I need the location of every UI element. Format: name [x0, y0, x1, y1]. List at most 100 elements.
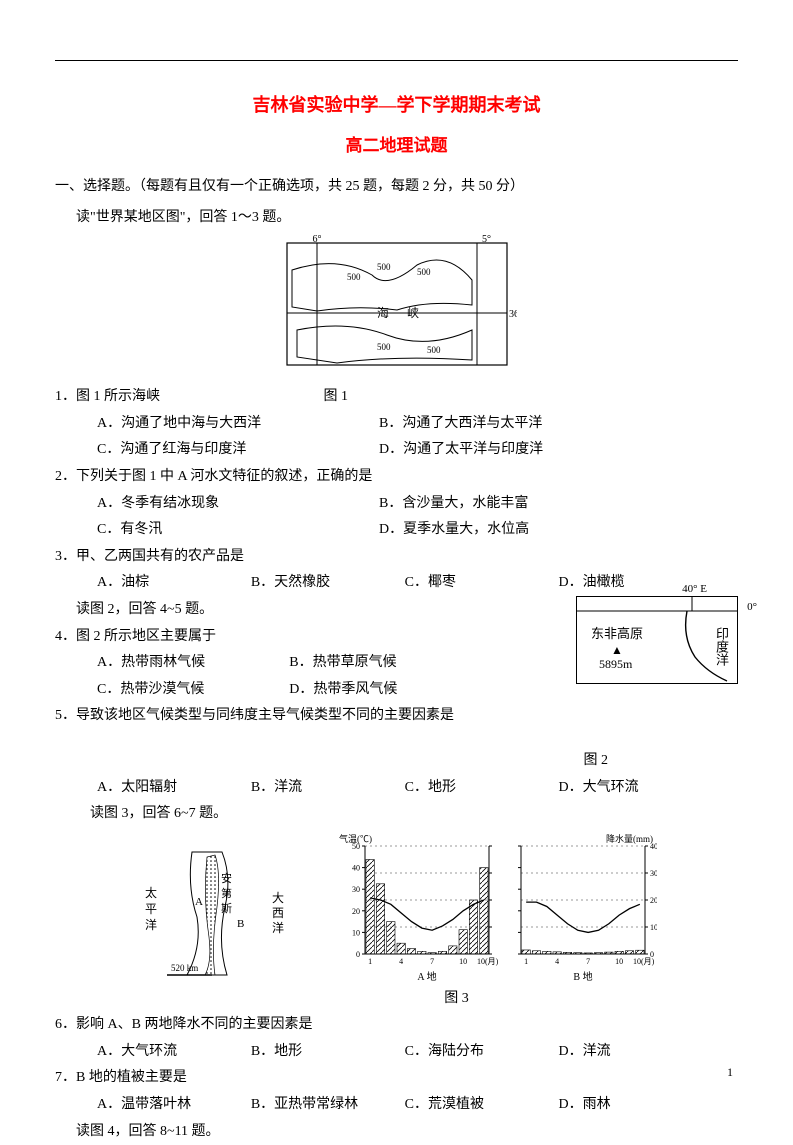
fig2-region: 东非高原 [591, 623, 643, 642]
svg-text:7: 7 [586, 957, 590, 966]
q2-stem: 2．下列关于图 1 中 A 河水文特征的叙述，正确的是 [55, 464, 738, 491]
svg-text:300: 300 [650, 869, 657, 878]
q1-opts-row2: C．沟通了红海与印度洋 D．沟通了太平洋与印度洋 [55, 437, 738, 464]
q4-opt-a: A．热带雨林气候 [97, 650, 289, 677]
q2-opt-b: B．含沙量大，水能丰富 [379, 491, 661, 518]
q1-opt-a: A．沟通了地中海与大西洋 [97, 411, 379, 438]
q7-opt-c: C．荒漠植被 [405, 1092, 559, 1119]
q2-opt-c: C．有冬汛 [97, 517, 379, 544]
q7-opt-b: B．亚热带常绿林 [251, 1092, 405, 1119]
read-instruction-3: 读图 3，回答 6~7 题。 [55, 801, 738, 828]
q4-opt-b: B．热带草原气候 [289, 650, 481, 677]
fig1-lon-right: 5° [482, 235, 491, 245]
svg-text:1: 1 [524, 957, 528, 966]
figure-3-map: 太 平 洋 安 第 斯 大 西 洋 520 km A B [137, 847, 307, 982]
fig1-lbl-500e: 500 [427, 345, 441, 355]
q7-opts: A．温带落叶林 B．亚热带常绿林 C．荒漠植被 D．雨林 [55, 1092, 738, 1119]
q1-opt-d: D．沟通了太平洋与印度洋 [379, 437, 661, 464]
svg-text:10: 10 [459, 957, 467, 966]
q5-opt-c: C．地形 [405, 775, 559, 802]
figure-2-caption: 图 2 [55, 748, 738, 775]
svg-text:0: 0 [356, 950, 360, 959]
q7-opt-a: A．温带落叶林 [97, 1092, 251, 1119]
svg-text:10: 10 [615, 957, 623, 966]
svg-text:B 地: B 地 [573, 970, 592, 982]
fig3-map-atl-1: 大 [272, 891, 284, 905]
q2-opts-row2: C．有冬汛 D．夏季水量大，水位高 [55, 517, 738, 544]
svg-text:20: 20 [352, 906, 360, 915]
svg-text:A 地: A 地 [417, 970, 436, 982]
q6-opt-d: D．洋流 [558, 1039, 712, 1066]
fig1-lat: 36° [509, 309, 517, 320]
fig1-lbl-500d: 500 [377, 342, 391, 352]
figure-3-caption: 图 3 [55, 986, 738, 1013]
title-main: 吉林省实验中学—学下学期期末考试 [55, 91, 738, 117]
fig2-lat: 0° [747, 601, 757, 613]
figure-1: 6° 5° 36° 500 500 500 500 500 海 峡 [55, 235, 738, 380]
q6-opt-b: B．地形 [251, 1039, 405, 1066]
svg-text:降水量(mm): 降水量(mm) [606, 833, 653, 844]
svg-text:气温(℃): 气温(℃) [339, 833, 372, 844]
q1-opts-row1: A．沟通了地中海与大西洋 B．沟通了大西洋与太平洋 [55, 411, 738, 438]
figure-3-chart: 010203040501471010(月)A 地0100200300400147… [337, 832, 657, 982]
q5-stem: 5．导致该地区气候类型与同纬度主导气候类型不同的主要因素是 [55, 703, 738, 730]
fig2-peak-mark: ▲ [611, 643, 623, 658]
q1-opt-b: B．沟通了大西洋与太平洋 [379, 411, 661, 438]
fig3-map-atl-2: 西 [272, 906, 284, 920]
fig1-lon-left: 6° [312, 235, 321, 245]
figure-1-svg: 6° 5° 36° 500 500 500 500 500 海 峡 [277, 235, 517, 375]
svg-text:200: 200 [650, 896, 657, 905]
q1-stem: 1．图 1 所示海峡 图 1 [55, 384, 738, 411]
fig3-map-andes-3: 斯 [221, 902, 232, 915]
fig1-lbl-500a: 500 [347, 272, 361, 282]
top-rule [55, 60, 738, 61]
read-instruction-4: 读图 4，回答 8~11 题。 [55, 1119, 738, 1145]
svg-text:10: 10 [352, 928, 360, 937]
q7-opt-d: D．雨林 [558, 1092, 712, 1119]
fig3-map-pacific-2: 平 [145, 902, 157, 916]
svg-text:10(月): 10(月) [477, 957, 499, 966]
fig2-lon: 40° E [680, 583, 709, 595]
fig1-lbl-500b: 500 [377, 262, 391, 272]
q3-opts: A．油棕 B．天然橡胶 C．椰枣 D．油橄榄 [55, 570, 738, 597]
q2-opt-d: D．夏季水量大，水位高 [379, 517, 661, 544]
svg-text:4: 4 [555, 957, 559, 966]
q4-opt-d: D．热带季风气候 [289, 677, 481, 704]
fig2-peak: 5895m [599, 657, 632, 672]
svg-text:7: 7 [430, 957, 434, 966]
fig3-map-pacific-3: 洋 [145, 917, 157, 932]
figure-3: 太 平 洋 安 第 斯 大 西 洋 520 km A B 01020304050… [55, 832, 738, 982]
q6-opts: A．大气环流 B．地形 C．海陆分布 D．洋流 [55, 1039, 738, 1066]
q5-opt-b: B．洋流 [251, 775, 405, 802]
svg-text:1: 1 [368, 957, 372, 966]
q6-stem: 6．影响 A、B 两地降水不同的主要因素是 [55, 1012, 738, 1039]
fig3-map-andes-1: 安 [221, 871, 232, 885]
svg-text:40: 40 [352, 863, 360, 872]
fig1-strait: 峡 [407, 306, 419, 320]
read-instruction-1: 读"世界某地区图"，回答 1～3 题。 [55, 205, 738, 232]
fig3-map-andes-2: 第 [221, 886, 232, 900]
fig1-sea: 海 [377, 305, 389, 320]
q4-opt-c: C．热带沙漠气候 [97, 677, 289, 704]
q3-opt-a: A．油棕 [97, 570, 251, 597]
q3-stem: 3．甲、乙两国共有的农产品是 [55, 544, 738, 571]
page-number: 1 [727, 1065, 733, 1080]
fig3-map-atl-3: 洋 [272, 920, 284, 935]
fig3-scale: 520 km [171, 963, 198, 973]
figure-2: 40° E 0° 东非高原 ▲ 5895m 印度洋 [576, 596, 738, 684]
q5-opts: A．太阳辐射 B．洋流 C．地形 D．大气环流 [55, 775, 738, 802]
q3-opt-c: C．椰枣 [405, 570, 559, 597]
q6-opt-c: C．海陆分布 [405, 1039, 559, 1066]
q5-opt-d: D．大气环流 [558, 775, 712, 802]
q1-opt-c: C．沟通了红海与印度洋 [97, 437, 379, 464]
fig3-a-point: A [195, 896, 203, 908]
title-sub: 高二地理试题 [55, 131, 738, 156]
svg-text:30: 30 [352, 885, 360, 894]
q7-stem: 7．B 地的植被主要是 [55, 1065, 738, 1092]
q6-opt-a: A．大气环流 [97, 1039, 251, 1066]
figure-1-caption: 图 1 [324, 384, 349, 411]
q3-opt-b: B．天然橡胶 [251, 570, 405, 597]
fig1-lbl-500c: 500 [417, 267, 431, 277]
fig3-map-pacific-1: 太 [145, 885, 157, 900]
svg-text:4: 4 [399, 957, 403, 966]
